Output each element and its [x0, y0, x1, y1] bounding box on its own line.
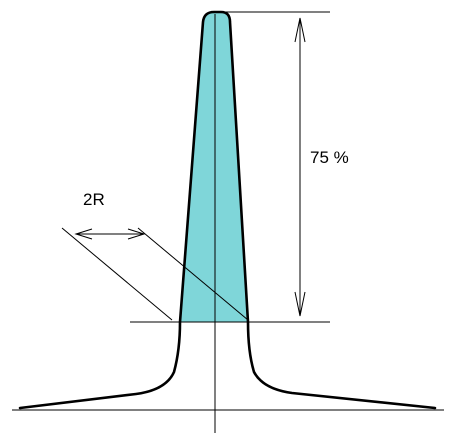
dimension-label: 75 %	[310, 148, 349, 167]
profile-outline	[18, 10, 437, 410]
radius-label: 2R	[83, 190, 105, 209]
dimension-arrow-bottom	[294, 291, 306, 317]
shaded-region	[180, 12, 248, 322]
radius-arrow-left	[74, 228, 93, 240]
radius-line-left	[61, 227, 173, 321]
radius-line-right	[137, 227, 249, 321]
radius-arrow-right	[127, 228, 146, 240]
dimension-arrow-top	[294, 17, 306, 43]
